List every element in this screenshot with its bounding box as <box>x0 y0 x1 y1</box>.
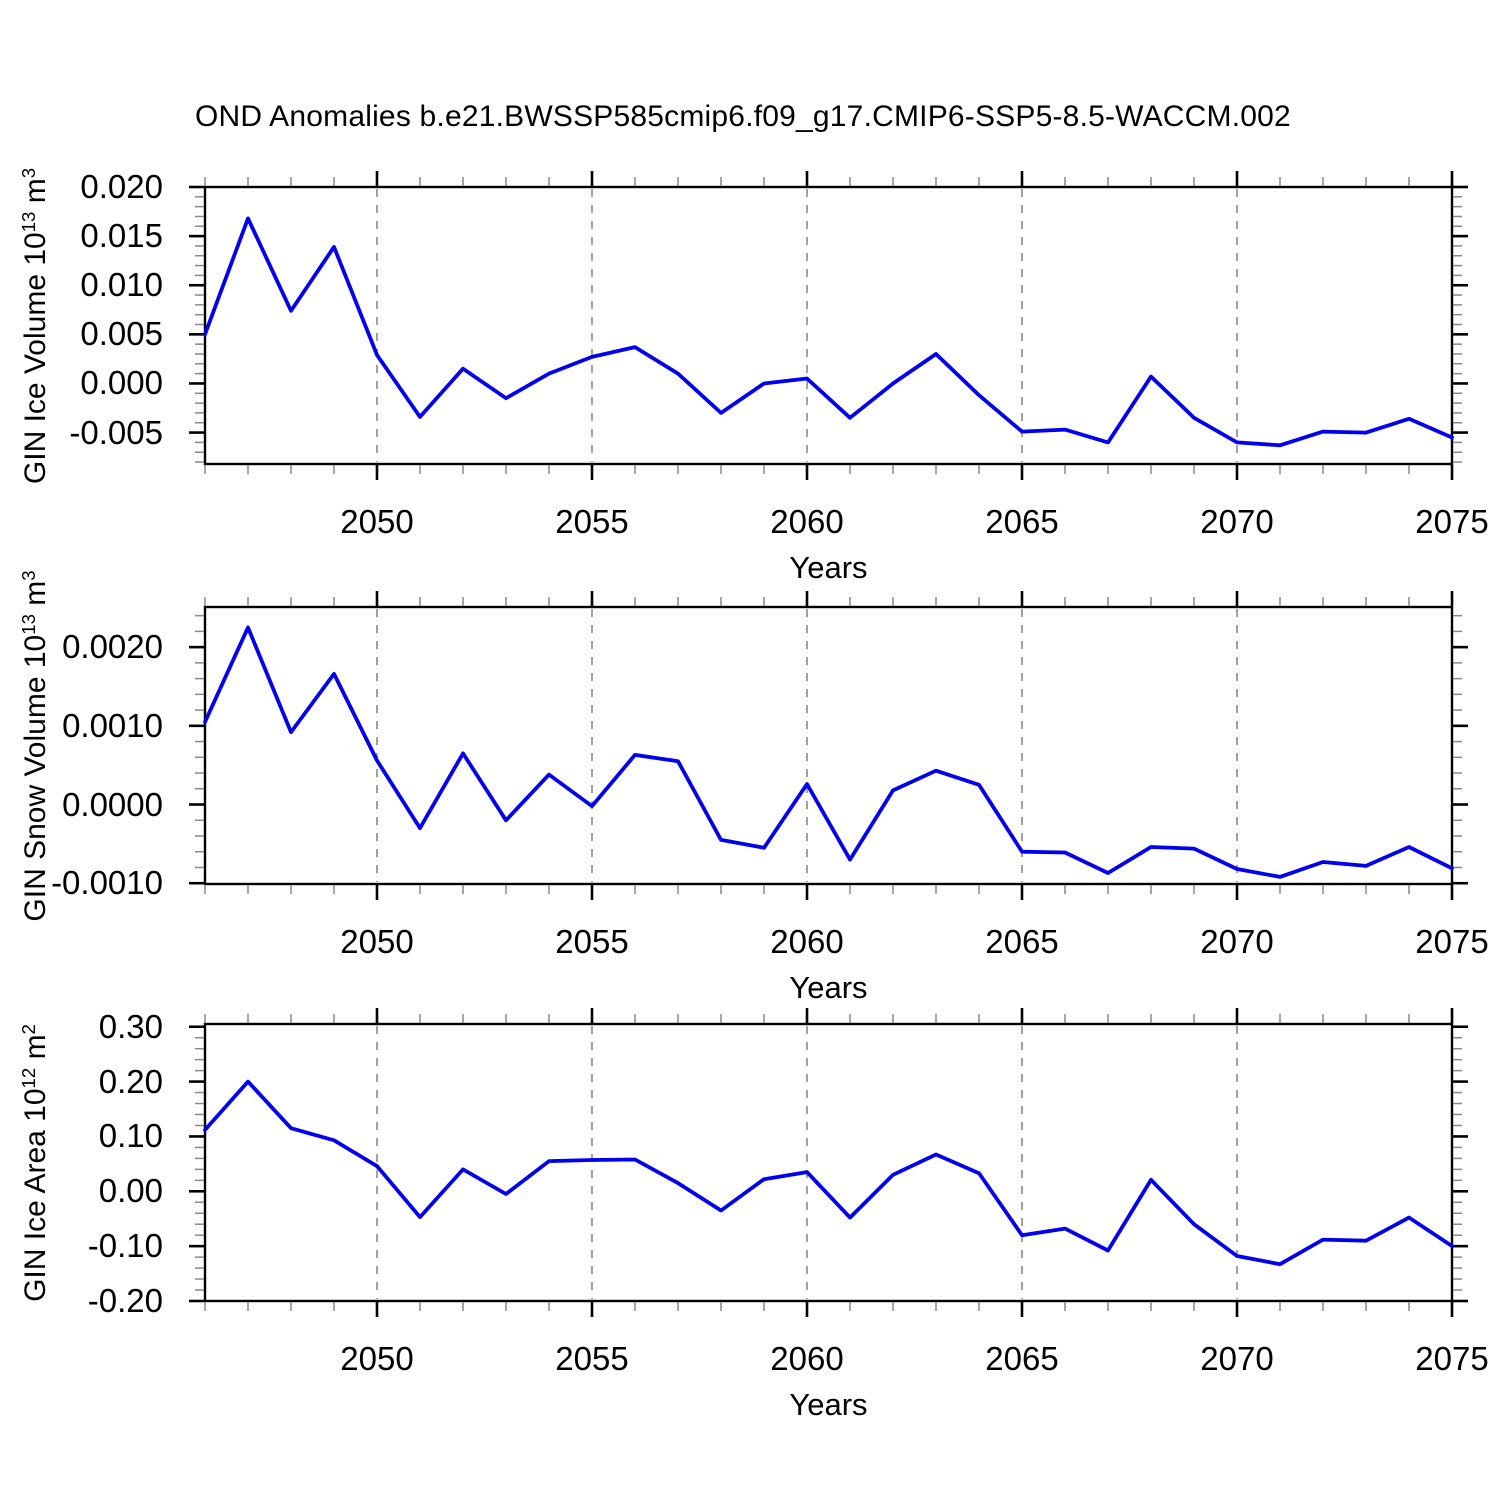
x-tick-label: 2070 <box>1200 923 1274 960</box>
panel-frame <box>203 1022 1454 1303</box>
y-tick-label: 0.0010 <box>62 706 163 744</box>
y-tick-label: 0.30 <box>98 1007 163 1045</box>
x-axis-title: Years <box>789 550 868 585</box>
y-tick-label: 0.005 <box>80 315 163 353</box>
gin-ice-area-series-line <box>203 1079 1454 1267</box>
x-tick-label: 2060 <box>770 1340 844 1377</box>
y-tick-label: 0.0000 <box>62 785 163 823</box>
y-tick-label: -0.0010 <box>51 864 163 902</box>
x-tick-label: 2065 <box>985 503 1059 540</box>
x-axis-title: Years <box>789 1387 868 1422</box>
x-tick-label: 2075 <box>1415 503 1489 540</box>
y-tick-label: 0.000 <box>80 364 163 402</box>
x-tick-label: 2050 <box>340 923 414 960</box>
x-tick-label: 2065 <box>985 1340 1059 1377</box>
panel-frame <box>203 605 1454 886</box>
y-tick-label: 0.015 <box>80 217 163 255</box>
x-tick-label: 2070 <box>1200 1340 1274 1377</box>
y-axis-title-ice-area: GIN Ice Area 1012 m2 <box>17 1024 52 1302</box>
y-tick-label: 0.00 <box>98 1172 163 1210</box>
y-tick-label: 0.20 <box>98 1062 163 1100</box>
gin-snow-volume-series-line <box>203 625 1454 879</box>
x-tick-label: 2055 <box>555 1340 629 1377</box>
y-tick-label: -0.20 <box>87 1282 163 1319</box>
y-tick-label: 0.10 <box>98 1117 163 1155</box>
y-tick-label: 0.020 <box>80 168 163 205</box>
y-tick-label: 0.0020 <box>62 628 163 666</box>
x-tick-label: 2060 <box>770 503 844 540</box>
x-tick-label: 2070 <box>1200 503 1274 540</box>
x-tick-label: 2050 <box>340 1340 414 1377</box>
y-tick-label: 0.010 <box>80 266 163 304</box>
x-tick-label: 2065 <box>985 923 1059 960</box>
x-tick-label: 2050 <box>340 503 414 540</box>
panel-frame <box>203 185 1454 466</box>
x-axis-title: Years <box>789 970 868 1005</box>
gin-ice-volume-series-line <box>203 216 1454 448</box>
y-tick-label: -0.005 <box>69 413 163 451</box>
x-tick-label: 2055 <box>555 923 629 960</box>
chart-title: OND Anomalies b.e21.BWSSP585cmip6.f09_g1… <box>195 100 1291 133</box>
x-tick-label: 2075 <box>1415 923 1489 960</box>
x-tick-label: 2075 <box>1415 1340 1489 1377</box>
x-tick-label: 2060 <box>770 923 844 960</box>
x-tick-label: 2055 <box>555 503 629 540</box>
y-tick-label: -0.10 <box>87 1227 163 1265</box>
